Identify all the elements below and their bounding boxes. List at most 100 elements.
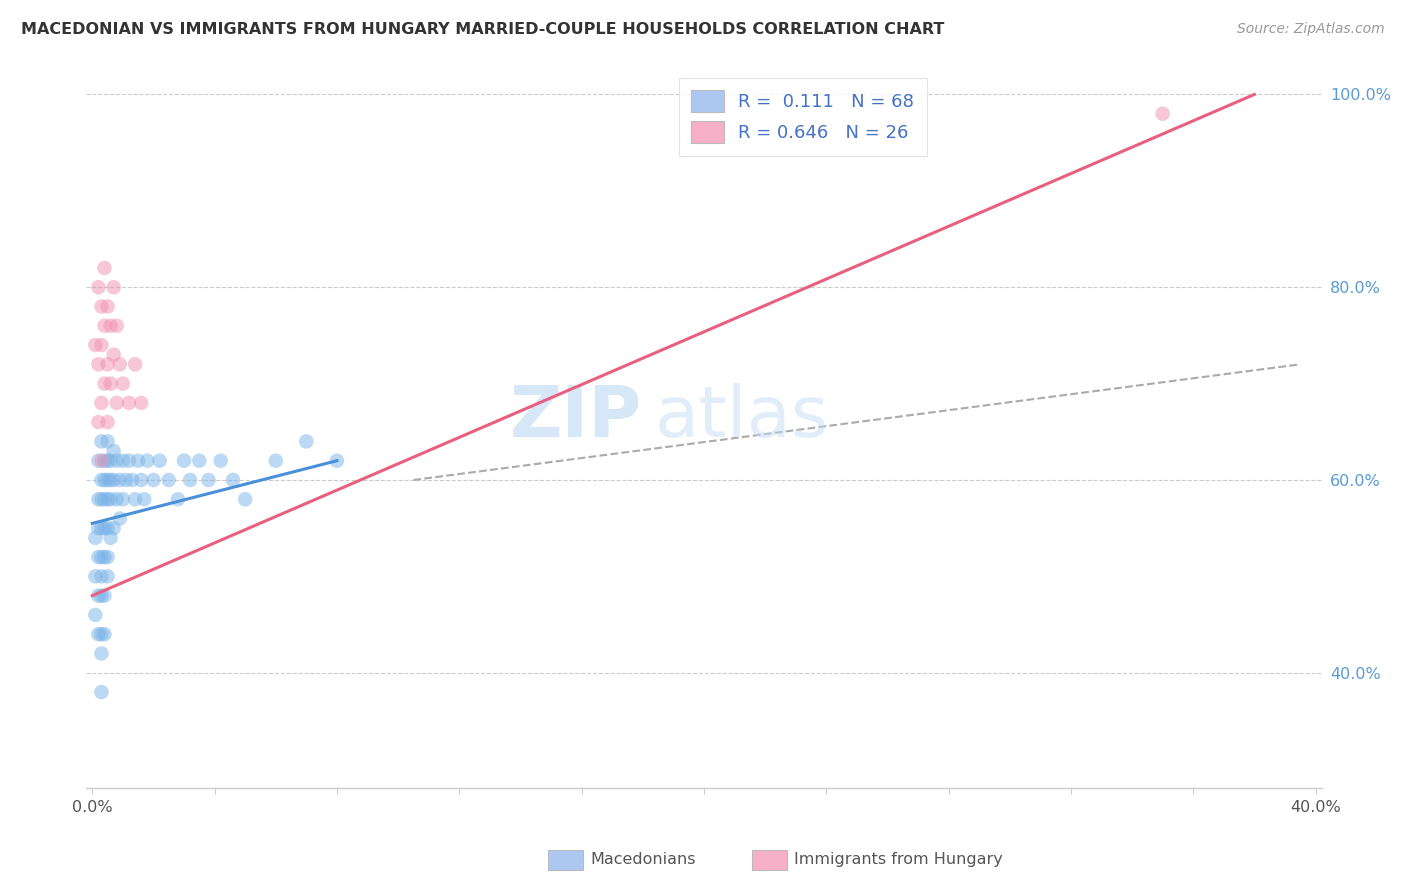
Point (100, 376, 122, 391)
Point (97, 521, 120, 535)
Point (93, 492, 115, 507)
Point (90, 521, 112, 535)
Point (100, 473, 122, 487)
Point (97, 415, 120, 429)
Point (105, 453, 128, 467)
Point (87, 280, 110, 294)
Point (93, 453, 115, 467)
Point (108, 473, 131, 487)
Point (148, 453, 170, 467)
Point (100, 453, 122, 467)
Point (90, 492, 112, 507)
Point (326, 453, 349, 467)
Point (93, 376, 115, 391)
Point (115, 473, 138, 487)
Point (103, 521, 125, 535)
Point (173, 453, 195, 467)
Point (97, 550, 120, 565)
Point (97, 357, 120, 371)
Point (87, 627, 110, 641)
Point (295, 434, 318, 449)
Point (90, 434, 112, 449)
Point (87, 453, 110, 467)
Point (84, 338, 107, 352)
Point (93, 627, 115, 641)
Point (142, 473, 165, 487)
Text: ZIP: ZIP (510, 383, 643, 452)
Point (84, 531, 107, 545)
Point (222, 473, 245, 487)
Point (84, 607, 107, 622)
Point (97, 300, 120, 314)
Point (179, 473, 201, 487)
Point (197, 473, 219, 487)
Point (134, 492, 156, 507)
Point (97, 569, 120, 583)
Point (87, 589, 110, 603)
Point (97, 473, 120, 487)
Point (105, 318, 128, 333)
Point (87, 492, 110, 507)
Point (93, 550, 115, 565)
Point (167, 492, 190, 507)
Point (103, 444, 125, 458)
Text: Immigrants from Hungary: Immigrants from Hungary (794, 853, 1002, 867)
Point (157, 473, 180, 487)
Point (108, 357, 131, 371)
Point (264, 453, 287, 467)
Point (105, 492, 128, 507)
Point (233, 492, 256, 507)
Point (90, 396, 112, 410)
Point (97, 453, 120, 467)
Point (84, 569, 107, 583)
Point (93, 260, 115, 275)
Point (93, 521, 115, 535)
Text: Source: ZipAtlas.com: Source: ZipAtlas.com (1237, 22, 1385, 37)
Point (90, 647, 112, 661)
Point (136, 453, 159, 467)
Point (93, 589, 115, 603)
Point (90, 589, 112, 603)
Point (121, 473, 143, 487)
Point (129, 473, 152, 487)
Point (90, 569, 112, 583)
Point (97, 434, 120, 449)
Point (100, 492, 122, 507)
Point (129, 396, 152, 410)
Point (93, 473, 115, 487)
Point (87, 357, 110, 371)
Point (100, 318, 122, 333)
Text: Macedonians: Macedonians (591, 853, 696, 867)
Point (90, 685, 112, 699)
Point (188, 453, 211, 467)
Point (87, 521, 110, 535)
Point (100, 531, 122, 545)
Point (108, 511, 131, 525)
Point (97, 492, 120, 507)
Point (209, 453, 232, 467)
Legend: R =  0.111   N = 68, R = 0.646   N = 26: R = 0.111 N = 68, R = 0.646 N = 26 (679, 78, 927, 156)
Point (111, 453, 134, 467)
Text: atlas: atlas (654, 383, 830, 452)
Point (90, 453, 112, 467)
Point (90, 627, 112, 641)
Point (127, 453, 149, 467)
Point (105, 396, 128, 410)
Point (90, 550, 112, 565)
Point (87, 550, 110, 565)
Text: MACEDONIAN VS IMMIGRANTS FROM HUNGARY MARRIED-COUPLE HOUSEHOLDS CORRELATION CHAR: MACEDONIAN VS IMMIGRANTS FROM HUNGARY MA… (21, 22, 945, 37)
Point (124, 357, 146, 371)
Point (1152, 106, 1174, 120)
Point (93, 318, 115, 333)
Point (103, 348, 125, 362)
Point (111, 376, 134, 391)
Point (111, 492, 134, 507)
Point (118, 453, 141, 467)
Point (103, 473, 125, 487)
Point (90, 338, 112, 352)
Point (103, 280, 125, 294)
Point (87, 415, 110, 429)
Point (118, 396, 141, 410)
Point (90, 300, 112, 314)
Point (124, 492, 146, 507)
